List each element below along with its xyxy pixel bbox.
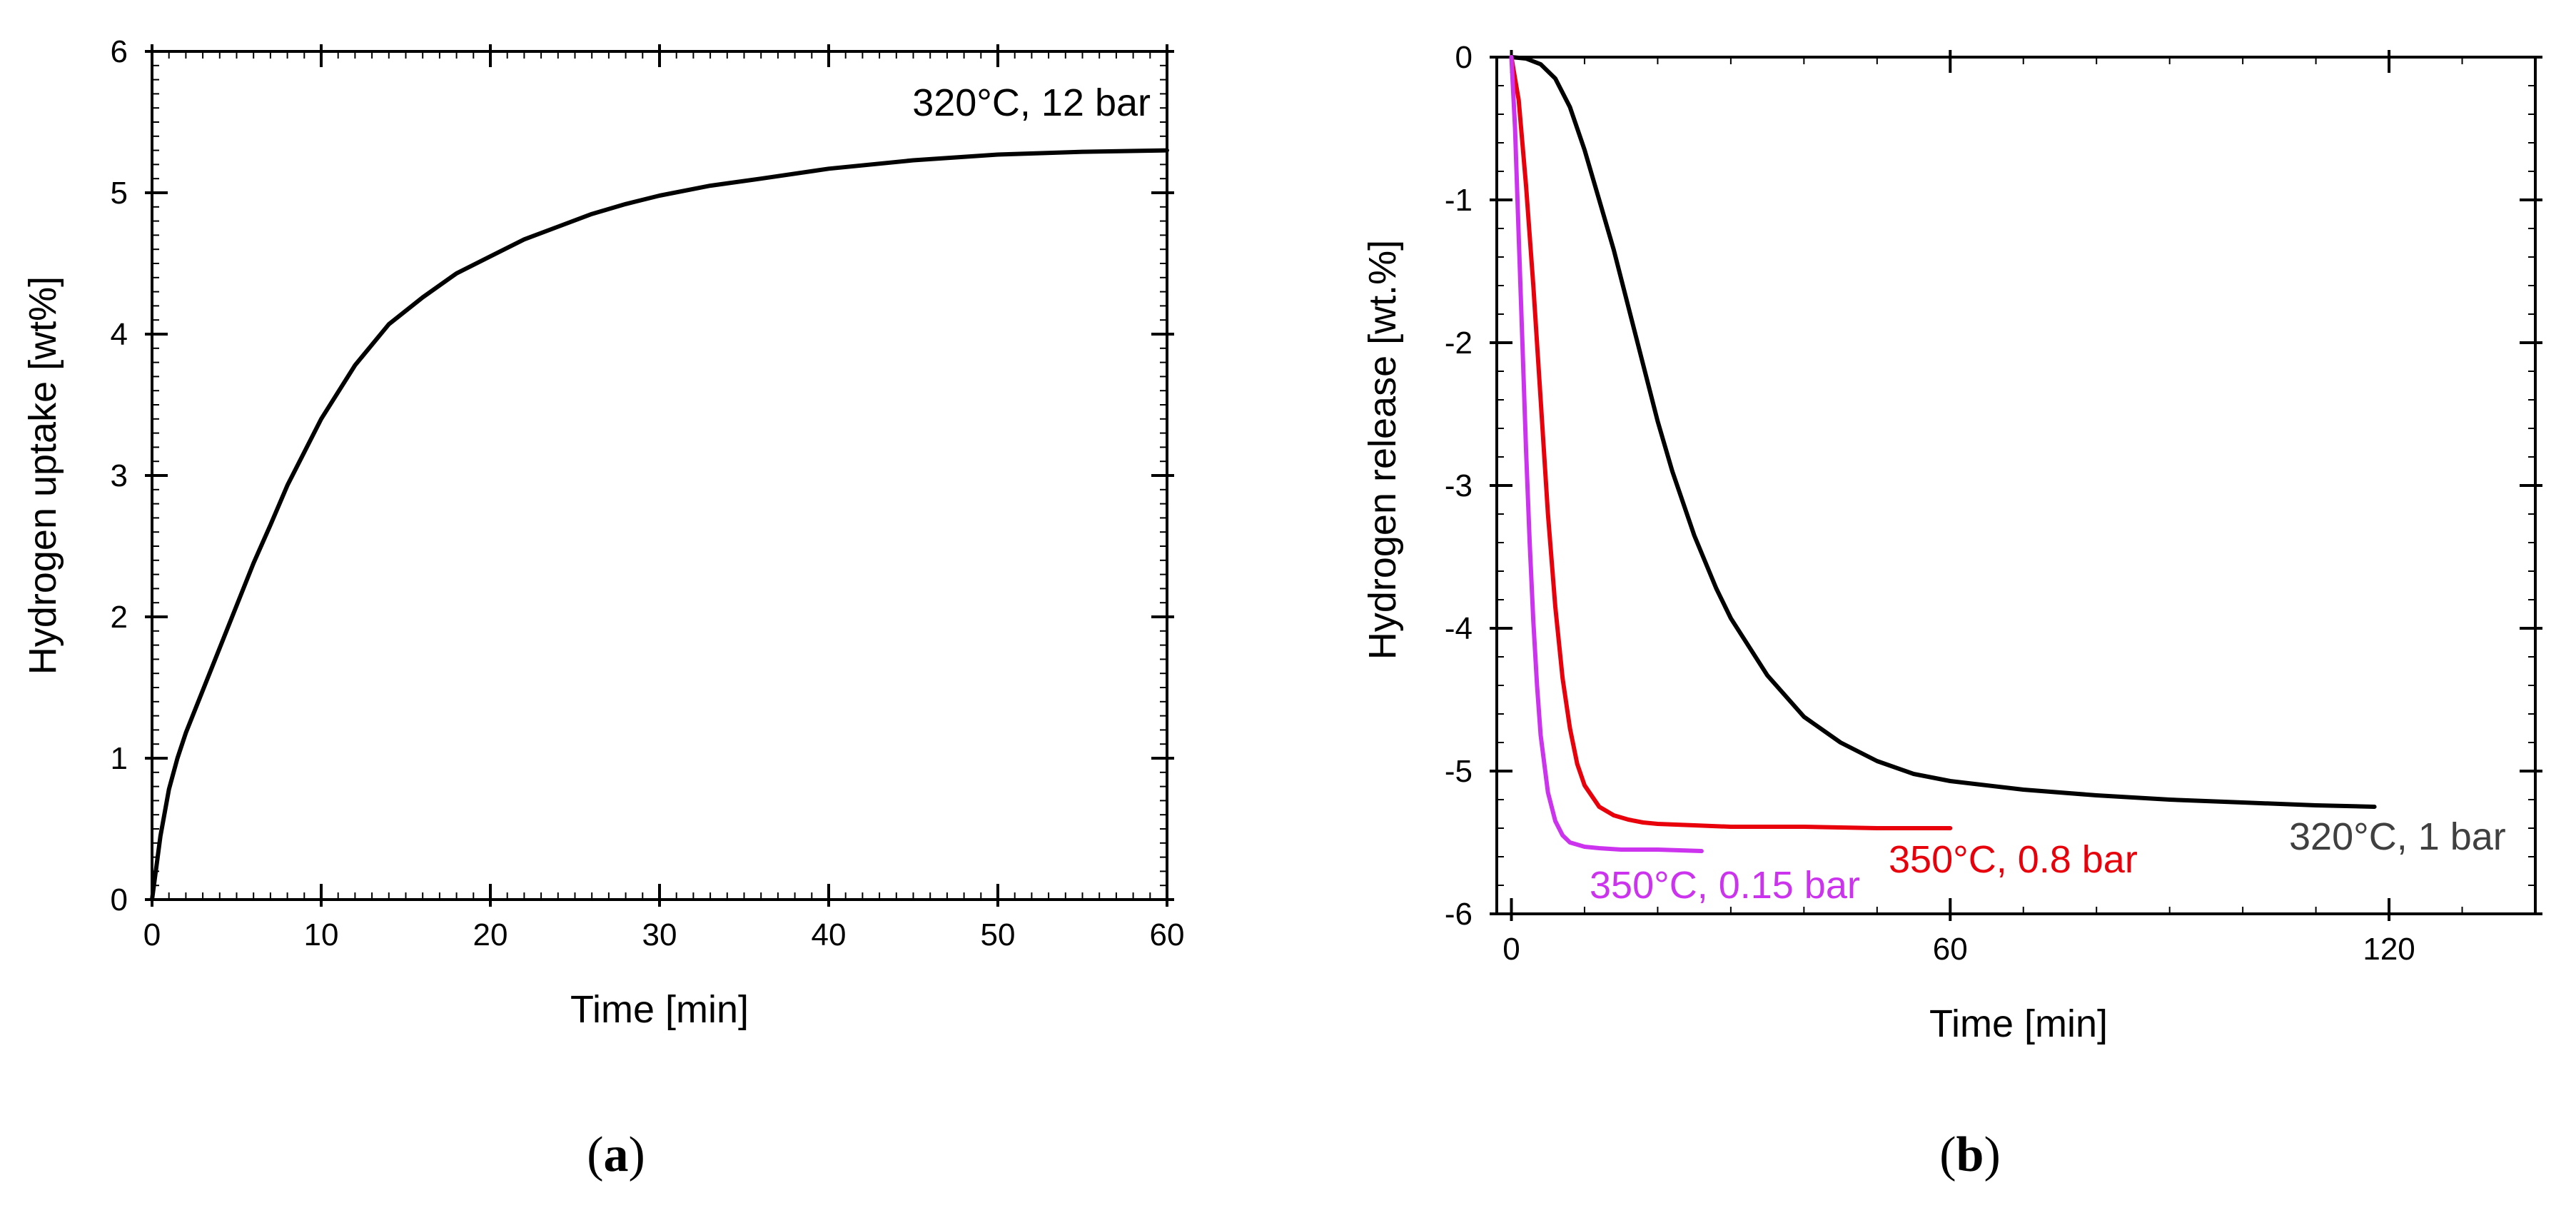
panel-label-a: (a) <box>587 1127 645 1182</box>
panel-label-b-letter: b <box>1956 1127 1984 1182</box>
y-tick-label: 5 <box>111 176 128 211</box>
series-line-a-0 <box>150 148 1169 902</box>
series-line-b-0 <box>1509 55 2377 809</box>
annotation-350c-0-15bar: 350°C, 0.15 bar <box>1590 864 1860 907</box>
y-tick-label: 2 <box>111 600 128 635</box>
panel-label-b: (b) <box>1939 1127 2001 1182</box>
tick-labels-a: 0 10 20 30 40 50 60 0 1 2 3 4 5 6 <box>111 34 1185 952</box>
series-group-a <box>150 148 1169 902</box>
series-line-b-1 <box>1509 55 1953 830</box>
y-tick-label: 4 <box>111 317 128 352</box>
series-line-b-2 <box>1509 55 1704 853</box>
x-tick-label: 10 <box>304 917 339 952</box>
y-tick-label: -1 <box>1445 183 1473 218</box>
x-tick-label: 60 <box>1150 917 1185 952</box>
y-axis-title-a: Hydrogen uptake [wt%] <box>21 276 64 675</box>
ticks-a <box>145 44 1174 907</box>
x-tick-label: 60 <box>1933 932 1968 967</box>
y-tick-label: -5 <box>1445 754 1473 789</box>
plot-frame-a <box>151 50 1168 901</box>
x-tick-label: 120 <box>2363 932 2415 967</box>
y-tick-label: 6 <box>111 34 128 69</box>
x-tick-label: 40 <box>812 917 847 952</box>
x-tick-label: 0 <box>1502 932 1520 967</box>
y-tick-label: 3 <box>111 458 128 493</box>
x-tick-label: 20 <box>473 917 508 952</box>
annotation-320c-1bar: 320°C, 1 bar <box>2289 815 2506 858</box>
panel-label-b-close: ) <box>1984 1127 2000 1182</box>
y-tick-label: 0 <box>1455 40 1473 75</box>
y-tick-label: -3 <box>1445 468 1473 503</box>
plot-frame-b <box>1495 56 2537 915</box>
y-tick-label: -6 <box>1445 897 1473 932</box>
y-tick-label: -2 <box>1445 326 1473 361</box>
tick-labels-b: 0 60 120 0 -1 -2 -3 -4 -5 -6 <box>1445 40 2415 967</box>
x-axis-title-b: Time [min] <box>1929 1002 2108 1045</box>
y-tick-label: 0 <box>111 882 128 917</box>
annotation-350c-0-8bar: 350°C, 0.8 bar <box>1889 838 2138 881</box>
x-tick-label: 50 <box>981 917 1016 952</box>
y-axis-title-b: Hydrogen release [wt.%] <box>1361 240 1404 660</box>
panel-label-a-close: ) <box>629 1127 645 1182</box>
chart-a: 0 10 20 30 40 50 60 0 1 2 3 4 5 6 320°C, 12 bar Time … <box>21 34 1184 1182</box>
chart-b: 0 60 120 0 -1 -2 -3 -4 -5 -6 320°C, 1 bar 350°C, … <box>1361 40 2542 1182</box>
panel-label-a-letter: a <box>604 1127 629 1182</box>
panel-label-a-open: ( <box>587 1127 603 1182</box>
x-tick-label: 30 <box>642 917 677 952</box>
series-group-b <box>1509 55 2377 853</box>
y-tick-label: -4 <box>1445 611 1473 646</box>
panel-label-b-open: ( <box>1939 1127 1956 1182</box>
x-tick-label: 0 <box>143 917 161 952</box>
x-axis-title-a: Time [min] <box>570 988 749 1031</box>
annotation-320c-12bar: 320°C, 12 bar <box>912 81 1151 124</box>
y-tick-label: 1 <box>111 741 128 776</box>
